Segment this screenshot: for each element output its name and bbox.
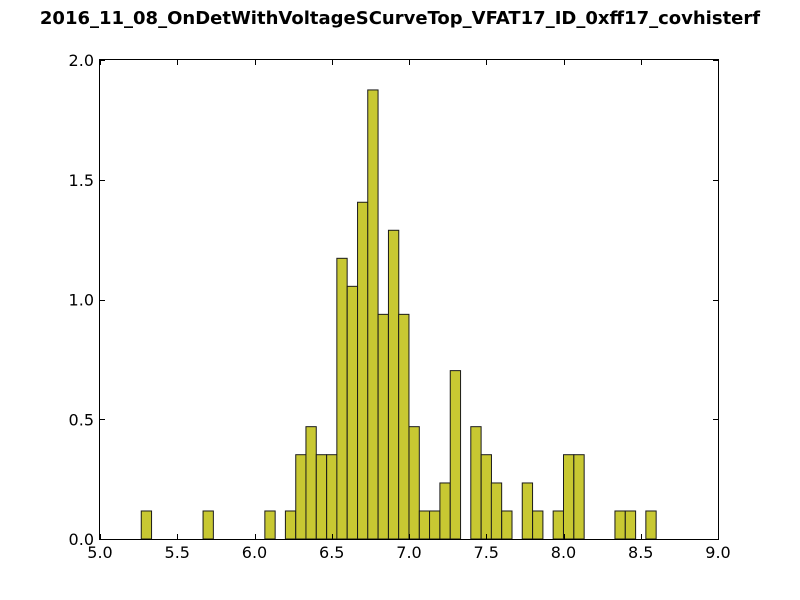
histogram-bar bbox=[552, 510, 564, 540]
histogram-bar bbox=[645, 510, 657, 540]
x-tick-label: 7.5 bbox=[474, 543, 499, 562]
ticks-layer bbox=[100, 60, 719, 540]
histogram-bar bbox=[439, 482, 451, 540]
histogram-bar bbox=[480, 454, 492, 540]
histogram-bar bbox=[295, 454, 307, 540]
x-tick-label: 6.5 bbox=[319, 543, 344, 562]
histogram-bar bbox=[614, 510, 626, 540]
histogram-bar bbox=[408, 426, 420, 540]
histogram-bar bbox=[624, 510, 637, 540]
bars-layer bbox=[140, 89, 657, 540]
histogram-bar bbox=[140, 510, 153, 540]
chart-title: 2016_11_08_OnDetWithVoltageSCurveTop_VFA… bbox=[39, 8, 761, 29]
histogram-bar bbox=[532, 510, 544, 540]
y-tick-labels: 0.0 0.5 1.0 1.5 2.0 bbox=[69, 51, 94, 549]
y-tick-label: 0.5 bbox=[69, 410, 94, 429]
x-tick-label: 8.5 bbox=[628, 543, 653, 562]
histogram-bar bbox=[284, 510, 297, 540]
histogram-bar bbox=[387, 229, 400, 540]
histogram-bar bbox=[264, 510, 276, 540]
histogram-bar bbox=[429, 510, 441, 540]
histogram-bar bbox=[305, 426, 317, 540]
histogram-bar bbox=[470, 426, 482, 540]
histogram-bar bbox=[357, 201, 369, 540]
histogram-bar bbox=[573, 454, 585, 540]
plot-frame bbox=[99, 59, 719, 540]
histogram-bar bbox=[367, 89, 379, 540]
x-tick-labels: 5.0 5.5 6.0 6.5 7.0 7.5 8.0 8.5 9.0 bbox=[87, 543, 730, 562]
y-tick-label: 0.0 bbox=[69, 530, 94, 549]
histogram-bar bbox=[315, 454, 328, 540]
histogram-bar bbox=[563, 454, 575, 540]
x-tick-label: 8.0 bbox=[551, 543, 576, 562]
x-tick-label: 5.5 bbox=[165, 543, 190, 562]
x-tick-label: 7.0 bbox=[396, 543, 421, 562]
histogram-bar bbox=[449, 370, 462, 540]
histogram-bar bbox=[346, 285, 359, 540]
histogram-bar bbox=[377, 313, 389, 540]
histogram-bar bbox=[398, 313, 410, 540]
histogram-bar bbox=[501, 510, 513, 540]
y-tick-label: 2.0 bbox=[69, 51, 94, 70]
histogram-bar bbox=[418, 510, 431, 540]
x-tick-label: 5.0 bbox=[87, 543, 112, 562]
histogram-bar bbox=[202, 510, 214, 540]
y-tick-label: 1.0 bbox=[69, 291, 94, 310]
y-tick-label: 1.5 bbox=[69, 171, 94, 190]
histogram-bar bbox=[336, 257, 348, 540]
histogram-bar bbox=[490, 482, 503, 540]
histogram-bar bbox=[521, 482, 534, 540]
x-tick-label: 6.0 bbox=[242, 543, 267, 562]
x-tick-label: 9.0 bbox=[705, 543, 730, 562]
histogram-bar bbox=[326, 454, 338, 540]
